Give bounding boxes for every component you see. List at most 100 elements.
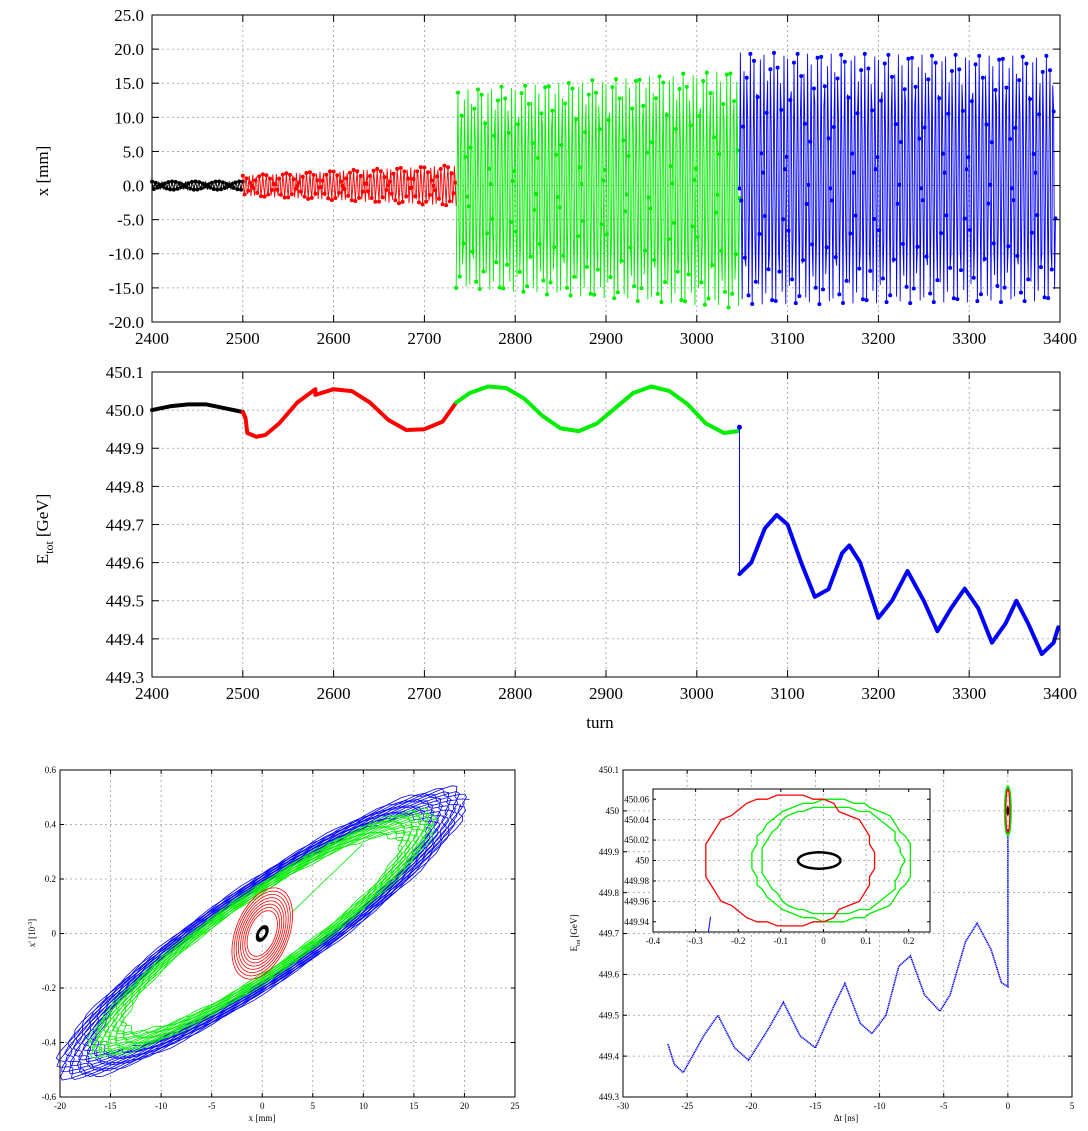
top-point (166, 180, 171, 185)
top-point (701, 79, 706, 84)
phase-long-ylabel-main: E (569, 945, 579, 951)
top-point (251, 186, 256, 191)
top-point (266, 192, 271, 197)
top-point (933, 60, 938, 65)
top-point (893, 122, 898, 127)
top-point (173, 179, 178, 184)
phase-x-xtick-label: 0 (260, 1101, 265, 1111)
top-point (968, 227, 973, 232)
top-point (737, 186, 742, 191)
top-point (960, 108, 965, 113)
top-point (686, 272, 691, 277)
top-point (788, 98, 793, 103)
top-point (217, 179, 222, 184)
top-point (534, 192, 539, 197)
top-point (1013, 125, 1018, 130)
top-point (171, 187, 176, 192)
top-point (337, 190, 342, 195)
top-point (940, 151, 945, 156)
top-point (928, 291, 933, 296)
top-point (369, 196, 374, 201)
top-point (790, 277, 795, 282)
top-point (297, 180, 302, 185)
top-point (1046, 296, 1051, 301)
top-series-green-line (455, 71, 740, 308)
phase-x-series-green (86, 807, 439, 1059)
top-point (644, 150, 649, 155)
phase-x-ring (82, 806, 441, 1062)
top-point (815, 55, 820, 60)
top-point (495, 98, 500, 103)
top-point (326, 196, 331, 201)
top-point (1048, 68, 1053, 73)
energy-ytick-label: 449.4 (106, 630, 145, 649)
top-point (380, 195, 385, 200)
phase-x-xtick-label: -20 (54, 1101, 66, 1111)
top-point (360, 189, 365, 194)
top-ticks: 2400 2500 2600 2700 2800 2900 3000 3100 3200 3300… (109, 6, 1077, 348)
inset-xtick-label: -0.1 (774, 936, 788, 946)
top-point (650, 140, 655, 145)
top-point (519, 91, 524, 96)
phase-x-series-black (255, 925, 269, 942)
phase-long-xtick-label: -25 (681, 1101, 693, 1111)
phase-long-ylabel: Etot[GeV] (569, 915, 582, 952)
top-point (931, 300, 936, 305)
top-point (318, 185, 323, 190)
inset-ticks: -0.4 -0.3 -0.2 -0.1 0 0.1 0.2 449.94 449.96 449.9… (624, 789, 930, 946)
top-point (523, 83, 528, 88)
energy-xtick-label: 3000 (680, 684, 714, 703)
top-point (455, 90, 460, 95)
top-point (459, 113, 464, 118)
phase-long-ytick-label: 449.4 (599, 1051, 620, 1061)
top-point (880, 276, 885, 281)
top-point (206, 182, 211, 187)
phase-x-ring (95, 815, 428, 1053)
phase-x-ring (86, 807, 439, 1059)
top-point (211, 186, 216, 191)
top-point (906, 56, 911, 61)
top-point (335, 173, 340, 178)
top-point (485, 231, 490, 236)
top-point (837, 292, 842, 297)
inset-xtick-label: -0.3 (688, 936, 703, 946)
top-point (548, 280, 553, 285)
top-point (712, 135, 717, 140)
top-point (530, 141, 535, 146)
top-point (679, 298, 684, 303)
phase-x-ylabel-main: x' [10 (27, 926, 37, 947)
top-point (349, 198, 354, 203)
top-point (1033, 170, 1038, 175)
phase-x-ring (255, 925, 269, 942)
top-point (552, 245, 557, 250)
top-point (570, 86, 575, 91)
phase-x-panel: -20 -15 -10 -5 0 5 10 15 20 25 -0.6 -0.4 -0.2 0 0.2 0.4… (27, 765, 520, 1123)
inset-ring (761, 806, 906, 915)
inset-blue-segment (707, 916, 712, 933)
energy-grid (152, 372, 1060, 677)
energy-series-black (150, 402, 245, 414)
top-point (535, 155, 540, 160)
top-point (859, 68, 864, 73)
energy-ylabel-unit: [GeV] (33, 494, 52, 537)
top-point (208, 185, 213, 190)
top-point (1044, 53, 1049, 58)
top-point (835, 76, 840, 81)
top-point (277, 176, 282, 181)
top-point (653, 96, 658, 101)
top-point (842, 59, 847, 64)
top-point (626, 154, 631, 159)
top-point (979, 292, 984, 297)
top-point (830, 198, 835, 203)
top-point (431, 183, 436, 188)
top-point (697, 113, 702, 118)
top-point (757, 231, 762, 236)
phase-x-ring (240, 900, 285, 967)
top-point (986, 201, 991, 206)
top-point (436, 196, 441, 201)
top-point (969, 99, 974, 104)
top-point (886, 52, 891, 57)
top-point (155, 185, 160, 190)
top-point (306, 196, 311, 201)
